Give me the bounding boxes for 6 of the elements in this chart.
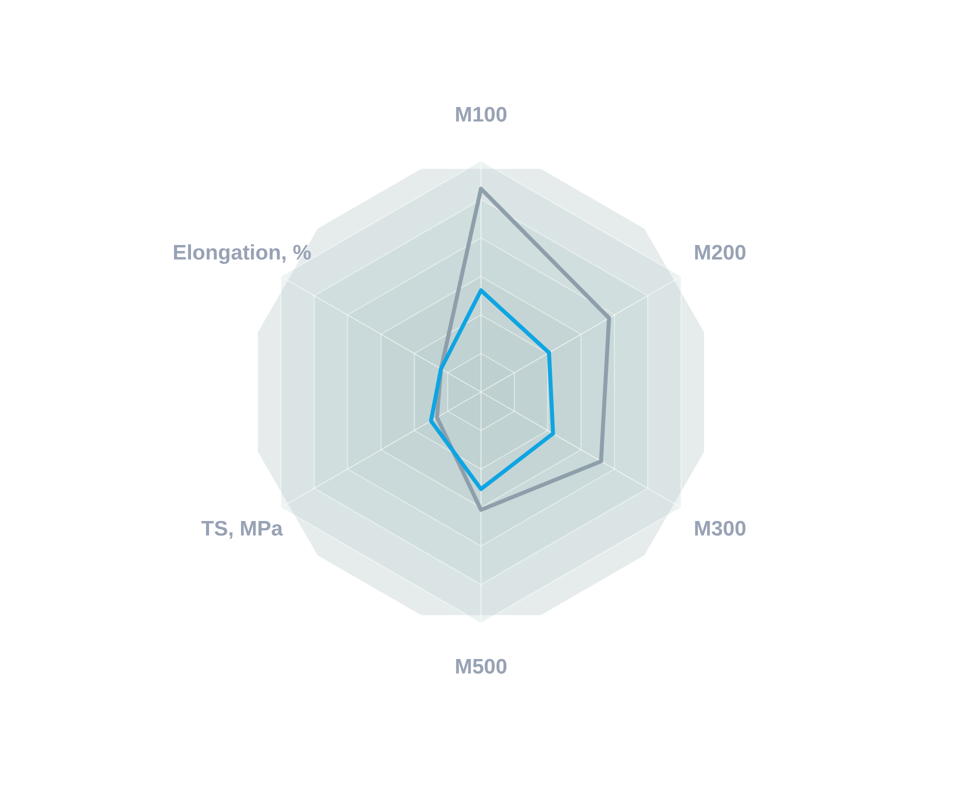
spoke-label: M200 xyxy=(694,242,746,265)
spoke-label: M300 xyxy=(694,518,746,541)
spoke-label: M500 xyxy=(454,656,508,679)
spoke-label: TS, MPa xyxy=(201,518,284,541)
spoke-label: Elongation, % xyxy=(172,242,312,265)
spoke-label: M100 xyxy=(454,104,508,127)
